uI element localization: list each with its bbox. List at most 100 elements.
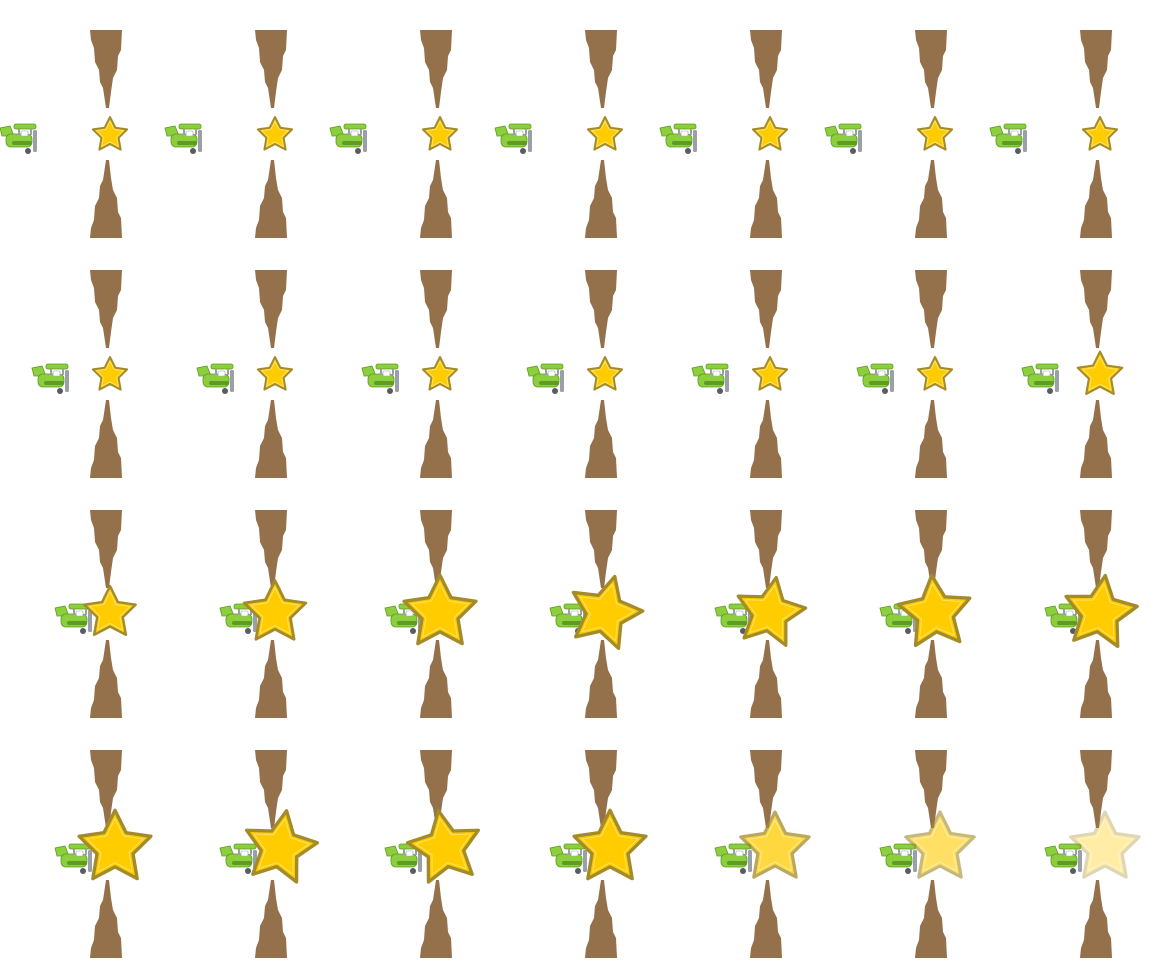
plane-icon	[1021, 363, 1059, 394]
frame-canvas	[691, 270, 789, 478]
star-icon	[1064, 573, 1139, 649]
frame	[495, 240, 660, 480]
stalagmite-icon	[90, 880, 122, 958]
stalagmite-icon	[750, 640, 782, 718]
plane-icon	[856, 363, 894, 394]
frame-canvas	[824, 30, 954, 238]
stalactite-icon	[255, 30, 287, 108]
stalactite-icon	[750, 30, 782, 108]
frame	[825, 720, 990, 960]
stalactite-icon	[90, 270, 122, 348]
frame-canvas	[329, 30, 459, 238]
plane-icon	[164, 123, 202, 154]
stalactite-icon	[915, 270, 947, 348]
frame-canvas	[714, 750, 811, 958]
stalactite-icon	[420, 510, 452, 588]
star-icon	[256, 356, 294, 391]
frame	[824, 0, 990, 240]
star-icon	[916, 116, 954, 151]
plane-icon	[549, 843, 587, 874]
plane-icon	[31, 363, 69, 394]
frame	[0, 240, 165, 480]
star-icon	[77, 808, 153, 881]
stalactite-icon	[90, 750, 122, 828]
stalactite-icon	[1080, 750, 1112, 828]
plane-icon	[824, 123, 862, 154]
frame-canvas	[164, 30, 294, 238]
frame-canvas	[384, 510, 478, 718]
frame	[0, 480, 165, 720]
frame-canvas	[384, 750, 481, 958]
frame	[330, 480, 495, 720]
star-icon	[256, 116, 294, 151]
plane-icon	[0, 123, 37, 154]
stalactite-icon	[255, 750, 287, 828]
plane-icon	[691, 363, 729, 394]
frame	[329, 0, 495, 240]
frame	[660, 240, 825, 480]
star-icon	[904, 810, 976, 879]
frame	[989, 0, 1155, 240]
stalagmite-icon	[255, 160, 287, 238]
star-icon	[572, 808, 648, 881]
stalagmite-icon	[1080, 400, 1112, 478]
frame-canvas	[879, 510, 972, 718]
stalactite-icon	[585, 750, 617, 828]
stalagmite-icon	[90, 640, 122, 718]
frame	[660, 480, 825, 720]
plane-icon	[196, 363, 234, 394]
stalactite-icon	[585, 510, 617, 588]
star-icon	[736, 575, 808, 647]
stalagmite-icon	[585, 640, 617, 718]
stalactite-icon	[420, 270, 452, 348]
frame-canvas	[989, 30, 1119, 238]
frame-canvas	[1044, 750, 1141, 958]
star-icon	[751, 116, 789, 151]
plane-icon	[526, 363, 564, 394]
frame-canvas	[879, 750, 976, 958]
frame	[825, 240, 990, 480]
plane-icon	[659, 123, 697, 154]
stalactite-icon	[255, 270, 287, 348]
stalactite-icon	[750, 510, 782, 588]
stalactite-icon	[90, 30, 122, 108]
star-icon	[421, 116, 459, 151]
star-icon	[916, 356, 954, 391]
stalagmite-icon	[255, 640, 287, 718]
plane-icon	[54, 603, 92, 634]
stalagmite-icon	[915, 400, 947, 478]
star-icon	[421, 356, 459, 391]
star-icon	[571, 574, 645, 650]
star-icon	[586, 356, 624, 391]
plane-icon	[361, 363, 399, 394]
frame	[330, 240, 495, 480]
stalagmite-icon	[1080, 640, 1112, 718]
frame-canvas	[714, 510, 808, 718]
plane-icon	[714, 843, 752, 874]
plane-icon	[384, 843, 422, 874]
plane-icon	[329, 123, 367, 154]
frame-canvas	[659, 30, 789, 238]
frame	[660, 720, 825, 960]
star-icon	[402, 573, 478, 646]
frame	[659, 0, 825, 240]
frame	[495, 480, 660, 720]
frame	[990, 480, 1155, 720]
stalactite-icon	[915, 750, 947, 828]
frame-canvas	[219, 510, 308, 718]
plane-icon	[1044, 603, 1082, 634]
stalactite-icon	[585, 270, 617, 348]
stalagmite-icon	[255, 400, 287, 478]
stalagmite-icon	[750, 400, 782, 478]
star-icon	[1081, 116, 1119, 151]
star-icon	[896, 573, 972, 648]
star-icon	[1069, 810, 1141, 879]
frame-canvas	[549, 750, 648, 958]
stalagmite-icon	[750, 160, 782, 238]
frame	[990, 240, 1155, 480]
frame-canvas	[54, 750, 153, 958]
stalagmite-icon	[585, 880, 617, 958]
plane-icon	[54, 843, 92, 874]
frame	[0, 0, 165, 240]
stalactite-icon	[750, 270, 782, 348]
